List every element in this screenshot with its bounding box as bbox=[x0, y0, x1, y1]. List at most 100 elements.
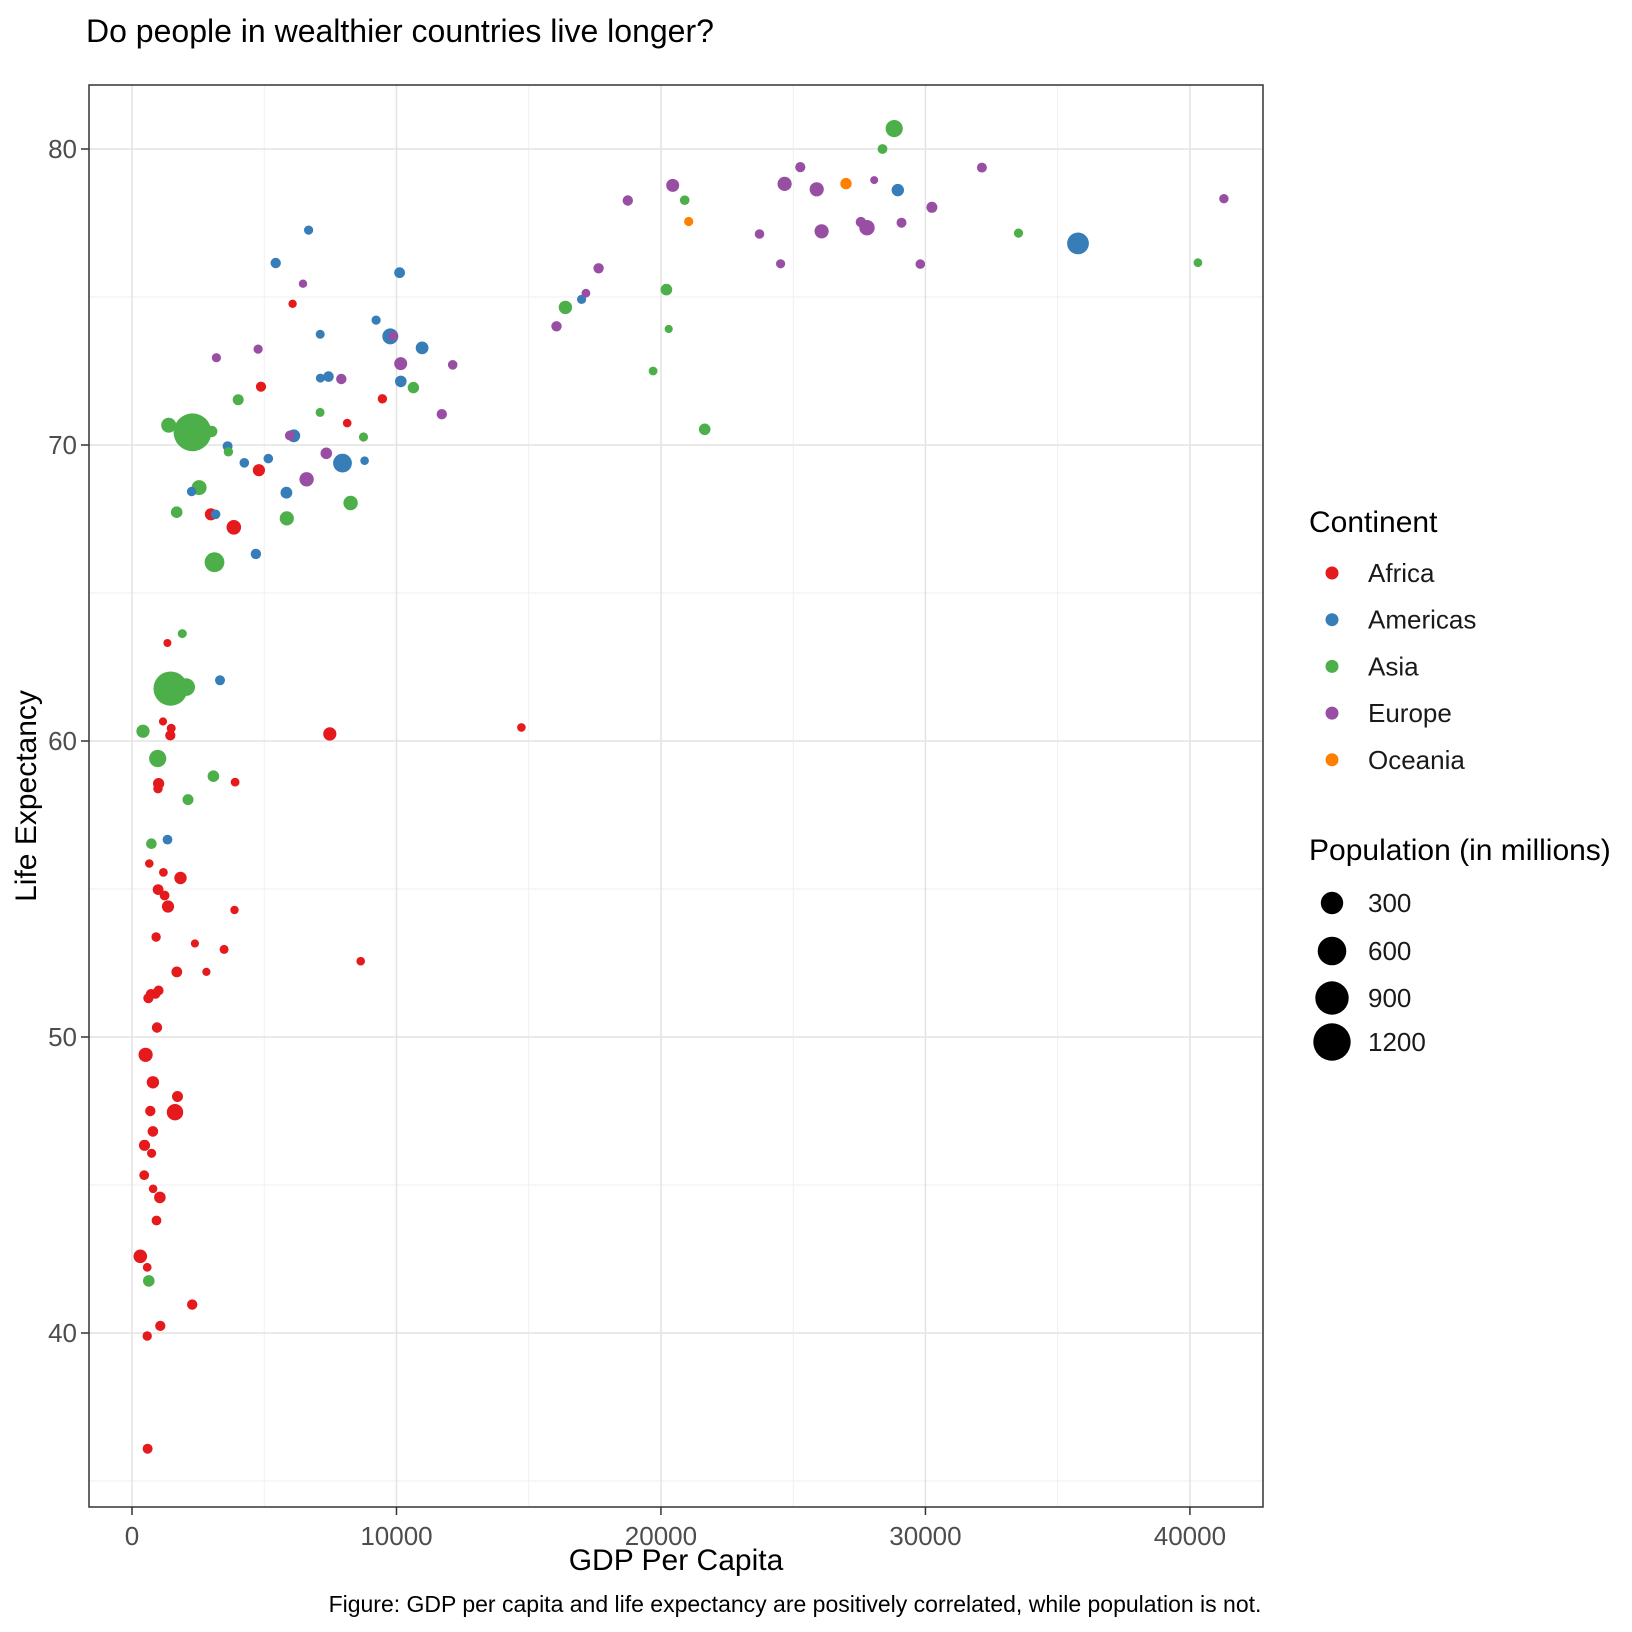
data-point bbox=[298, 279, 308, 288]
figure-caption: Figure: GDP per capita and life expectan… bbox=[329, 1591, 1262, 1617]
data-point bbox=[190, 939, 199, 948]
data-point bbox=[280, 486, 293, 499]
data-point bbox=[151, 1022, 163, 1033]
data-point bbox=[809, 182, 824, 197]
population-label-600: 600 bbox=[1368, 936, 1411, 966]
data-point bbox=[304, 225, 314, 235]
data-point bbox=[358, 432, 369, 442]
data-point bbox=[660, 283, 673, 296]
y-axis-tick-label: 50 bbox=[48, 1022, 77, 1052]
data-point bbox=[664, 324, 673, 334]
data-point bbox=[891, 183, 904, 197]
data-point bbox=[517, 723, 526, 732]
data-point bbox=[288, 299, 297, 308]
data-point bbox=[323, 727, 337, 741]
x-axis-tick-label: 40000 bbox=[1154, 1521, 1226, 1551]
population-swatch-300 bbox=[1320, 891, 1344, 915]
data-point bbox=[323, 371, 334, 382]
population-legend-title: Population (in millions) bbox=[1309, 834, 1611, 867]
data-point bbox=[230, 777, 240, 787]
data-point bbox=[395, 375, 407, 388]
x-axis-tick-label: 0 bbox=[125, 1521, 139, 1551]
x-axis-title: GDP Per Capita bbox=[569, 1544, 784, 1577]
x-axis-tick-label: 30000 bbox=[889, 1521, 961, 1551]
data-point bbox=[239, 458, 250, 468]
data-point bbox=[679, 195, 690, 205]
legend-swatch-oceania bbox=[1325, 753, 1339, 767]
data-point bbox=[436, 409, 447, 420]
legend-swatch-europe bbox=[1325, 706, 1339, 720]
data-point bbox=[182, 794, 194, 806]
axes-layer: 0 10000 20000 30000 40000 40 50 60 70 80 bbox=[48, 134, 1226, 1551]
data-point bbox=[394, 267, 405, 279]
data-point bbox=[666, 178, 680, 192]
y-axis-tick-label: 80 bbox=[48, 134, 77, 164]
data-point bbox=[187, 1299, 198, 1310]
data-point bbox=[684, 216, 694, 227]
data-point bbox=[154, 1191, 166, 1204]
data-point bbox=[270, 257, 281, 269]
data-point bbox=[926, 201, 938, 213]
data-point bbox=[172, 1091, 183, 1102]
y-axis-tick-label: 40 bbox=[48, 1318, 77, 1348]
data-point bbox=[161, 900, 175, 913]
data-point bbox=[394, 357, 408, 371]
data-point bbox=[252, 464, 265, 477]
data-point bbox=[279, 511, 294, 526]
panel-grid bbox=[89, 85, 1263, 1507]
data-point bbox=[219, 944, 229, 954]
data-point bbox=[177, 629, 187, 639]
data-point bbox=[158, 717, 168, 726]
data-point bbox=[161, 417, 177, 433]
data-point bbox=[145, 859, 154, 868]
data-point bbox=[163, 639, 172, 647]
data-point bbox=[1013, 228, 1024, 238]
population-swatch-1200 bbox=[1313, 1023, 1351, 1061]
data-point bbox=[377, 394, 388, 404]
data-point bbox=[870, 176, 879, 185]
data-point bbox=[754, 229, 765, 239]
data-point bbox=[146, 1076, 160, 1089]
data-point bbox=[299, 472, 314, 487]
data-point bbox=[581, 288, 591, 298]
data-point bbox=[142, 1443, 153, 1454]
panel-border bbox=[88, 84, 1264, 1508]
data-point bbox=[622, 195, 633, 206]
data-point bbox=[142, 1262, 152, 1272]
data-point bbox=[223, 447, 234, 457]
legend-label-asia: Asia bbox=[1368, 651, 1419, 681]
population-legend: 300 600 900 1200 bbox=[1313, 888, 1426, 1061]
data-point bbox=[166, 1104, 184, 1121]
data-point bbox=[152, 752, 165, 764]
data-point bbox=[148, 1184, 158, 1194]
data-point bbox=[407, 381, 420, 394]
y-axis-tick-label: 60 bbox=[48, 726, 77, 756]
legend-swatch-africa bbox=[1325, 566, 1339, 580]
data-point bbox=[170, 506, 183, 518]
data-point bbox=[776, 259, 786, 269]
data-point bbox=[814, 224, 829, 239]
population-label-1200: 1200 bbox=[1368, 1027, 1426, 1057]
legend-label-americas: Americas bbox=[1368, 605, 1476, 635]
data-point bbox=[336, 373, 347, 385]
data-point bbox=[136, 724, 150, 738]
data-point bbox=[315, 373, 325, 383]
data-point bbox=[343, 495, 358, 511]
data-point bbox=[145, 1105, 156, 1117]
data-point bbox=[206, 425, 218, 438]
data-point bbox=[174, 871, 187, 885]
data-point bbox=[143, 1275, 155, 1287]
data-point bbox=[147, 1126, 159, 1137]
data-point bbox=[230, 905, 239, 915]
data-point bbox=[155, 1320, 166, 1331]
data-point bbox=[211, 353, 221, 363]
data-point bbox=[795, 162, 806, 173]
continent-legend-title: Continent bbox=[1309, 506, 1438, 539]
data-point bbox=[138, 1047, 153, 1062]
data-point bbox=[558, 300, 573, 315]
data-point bbox=[207, 770, 220, 782]
data-point bbox=[139, 1170, 150, 1181]
data-point bbox=[342, 418, 352, 428]
data-point bbox=[855, 216, 867, 228]
legend-label-africa: Africa bbox=[1368, 558, 1435, 588]
